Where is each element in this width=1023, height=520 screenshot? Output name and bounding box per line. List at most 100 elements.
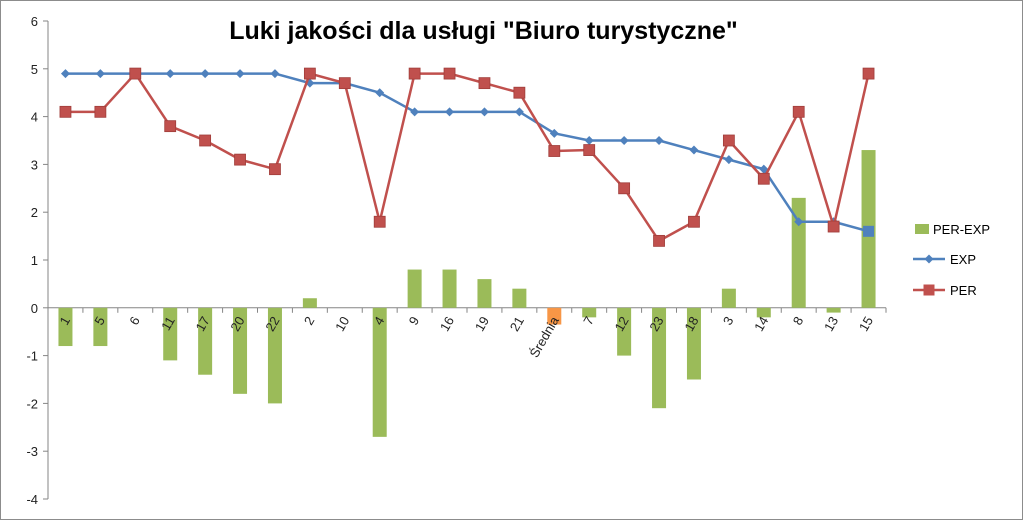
x-tick-label: 11: [158, 314, 178, 333]
line-exp: [65, 72, 869, 233]
y-tick-label: 4: [31, 110, 38, 125]
point-per: [164, 120, 177, 133]
x-tick-label: 17: [192, 314, 212, 334]
x-tick-label: 9: [406, 314, 423, 328]
point-exp: [375, 88, 385, 98]
chart-title: Luki jakości dla usługi "Biuro turystycz…: [229, 17, 738, 45]
point-exp: [235, 69, 245, 79]
bar-20: [233, 307, 248, 394]
point-exp: [410, 107, 420, 117]
bar-22: [267, 307, 282, 404]
point-per: [722, 134, 735, 147]
bar-3: [721, 288, 736, 308]
point-per: [129, 67, 142, 80]
x-tick-label: 2: [301, 314, 318, 328]
point-per: [199, 134, 212, 147]
point-per: [513, 86, 526, 99]
point-per: [373, 215, 386, 228]
y-tick-label: -1: [26, 349, 38, 364]
y-tick-label: 1: [31, 253, 38, 268]
bar-17: [198, 307, 213, 375]
y-tick-label: -4: [26, 492, 38, 507]
point-per: [653, 234, 665, 247]
bar-14: [756, 307, 771, 318]
x-tick-label: 14: [751, 314, 771, 334]
point-per: [408, 67, 421, 80]
x-tick-label: 18: [681, 314, 701, 334]
point-per: [234, 153, 246, 166]
bar-23: [652, 307, 667, 409]
legend-label: PER-EXP: [933, 222, 990, 237]
y-tick-label: 5: [31, 62, 38, 77]
point-exp: [863, 225, 875, 237]
bar-13: [826, 307, 841, 313]
legend-label: EXP: [950, 252, 976, 267]
line-per: [65, 72, 870, 243]
y-tick-label: 3: [31, 157, 38, 172]
bar-2: [302, 298, 317, 308]
point-exp: [619, 136, 629, 145]
point-per: [94, 105, 107, 118]
legend-marker: [924, 254, 934, 264]
x-tick-label: 3: [720, 314, 737, 328]
bar-1: [58, 307, 73, 347]
legend-swatch: [915, 224, 929, 234]
point-per: [548, 145, 561, 157]
point-per: [827, 220, 840, 233]
point-per: [269, 163, 281, 176]
point-exp: [654, 136, 664, 145]
x-tick-label: 8: [790, 314, 807, 328]
bar-Średnia: [547, 307, 562, 325]
point-per: [862, 67, 875, 80]
legend-marker: [923, 284, 935, 296]
bar-5: [93, 307, 108, 347]
x-tick-label: 21: [507, 314, 527, 334]
legend-label: PER: [950, 283, 977, 298]
point-exp: [724, 155, 734, 165]
point-exp: [60, 69, 70, 79]
point-per: [303, 67, 316, 80]
x-tick-label: 22: [262, 314, 282, 334]
bar-8: [791, 197, 806, 308]
point-exp: [165, 69, 175, 79]
y-tick-label: -2: [26, 396, 38, 411]
y-tick-label: 2: [31, 205, 38, 220]
point-per: [443, 67, 456, 80]
x-tick-label: 19: [472, 314, 492, 334]
point-per: [757, 172, 770, 185]
point-per: [688, 215, 700, 228]
point-per: [618, 182, 631, 195]
bar-21: [512, 288, 527, 308]
x-tick-label: 10: [332, 314, 352, 334]
point-exp: [270, 69, 280, 79]
point-per: [583, 144, 596, 156]
y-tick-label: 0: [31, 301, 38, 316]
x-tick-label: 15: [856, 314, 876, 334]
bar-16: [442, 269, 457, 308]
x-tick-label: Średnia: [526, 313, 562, 360]
point-exp: [549, 128, 559, 138]
point-exp: [514, 107, 524, 117]
x-tick-label: 6: [126, 314, 143, 328]
x-tick-label: 16: [437, 314, 457, 334]
x-tick-label: 20: [227, 314, 247, 334]
point-exp: [200, 69, 210, 79]
point-per: [792, 105, 805, 118]
y-tick-label: 6: [31, 14, 38, 29]
point-exp: [445, 107, 455, 117]
bar-19: [477, 279, 492, 308]
point-exp: [95, 69, 105, 79]
bar-7: [582, 307, 597, 318]
point-per: [338, 77, 351, 90]
point-exp: [584, 136, 594, 145]
point-exp: [759, 164, 769, 174]
x-tick-label: 12: [611, 314, 631, 334]
bar-4: [372, 307, 387, 437]
y-tick-label: -3: [26, 444, 38, 459]
x-tick-label: 23: [646, 314, 666, 334]
bar-11: [163, 307, 178, 361]
point-exp: [479, 107, 489, 117]
point-per: [478, 77, 491, 90]
